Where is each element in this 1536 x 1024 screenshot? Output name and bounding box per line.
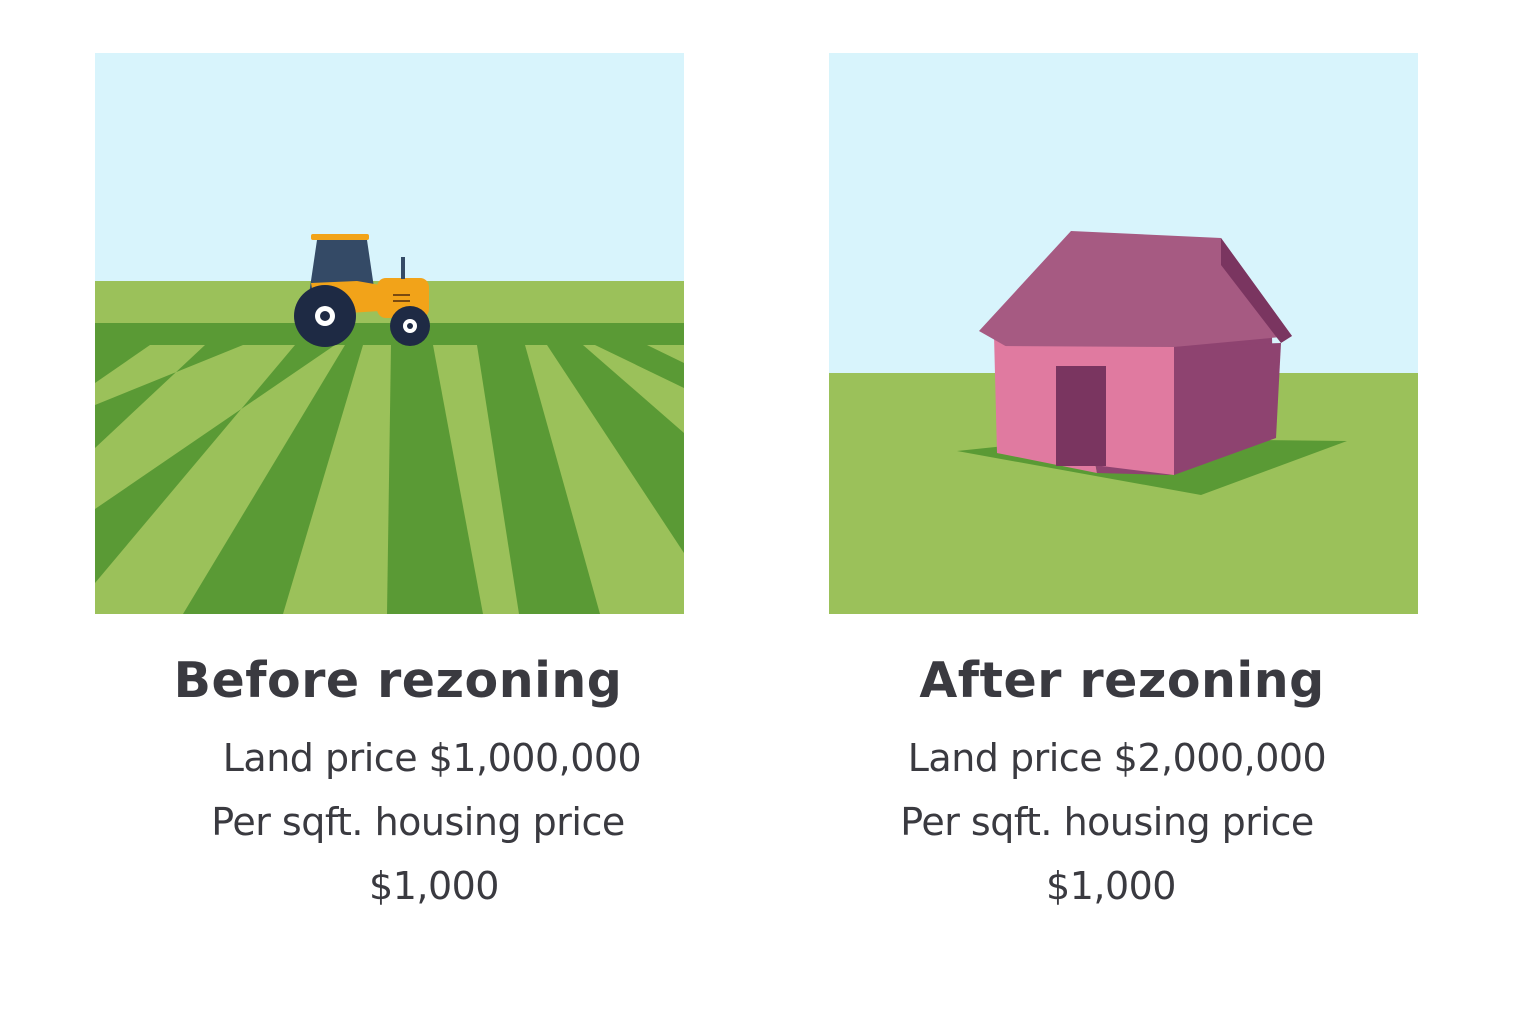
after-sqft-label: Per sqft. housing price (900, 800, 1314, 844)
before-heading: Before rezoning (173, 652, 623, 709)
farmland-illustration (95, 53, 684, 614)
after-caption: After rezoning Land price $2,000,000 Per… (822, 648, 1422, 918)
sky (95, 53, 684, 283)
after-land-price: Land price $2,000,000 (907, 736, 1327, 780)
house-icon (979, 231, 1292, 475)
after-heading: After rezoning (919, 652, 1325, 709)
tractor-icon (294, 234, 430, 347)
before-land-price: Land price $1,000,000 (222, 736, 642, 780)
before-sqft-label: Per sqft. housing price (211, 800, 625, 844)
before-caption: Before rezoning Land price $1,000,000 Pe… (100, 648, 700, 918)
field-stripes (95, 345, 684, 614)
house-illustration (829, 53, 1418, 614)
after-sqft-price: $1,000 (1046, 864, 1176, 908)
field-band (95, 323, 684, 345)
before-sqft-price: $1,000 (369, 864, 499, 908)
